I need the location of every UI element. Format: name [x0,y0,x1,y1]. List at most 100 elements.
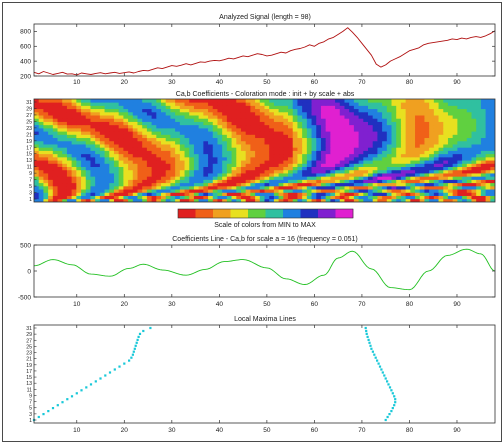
heatmap-cell [66,111,73,116]
heatmap-cell [217,121,223,126]
heatmap-cell [118,195,124,200]
heatmap-cell [335,111,341,116]
heatmap-cell [433,108,439,113]
heatmap-cell [320,185,327,190]
heatmap-cell [320,169,327,174]
heatmap-cell [52,195,58,200]
heatmap-cell [203,124,209,129]
heatmap-cell [466,102,472,106]
heatmap-cell [245,134,251,139]
heatmap-cell [344,169,350,174]
heatmap-cell [344,102,350,106]
heatmap-cell [372,169,378,174]
heatmap-cell [113,118,120,122]
heatmap-cell [490,156,495,161]
heatmap-cell [226,115,232,119]
heatmap-cell [349,121,355,126]
heatmap-cell [250,160,256,164]
heatmap-cell [443,111,449,116]
heatmap-cell [222,118,228,122]
heatmap-cell [236,99,242,103]
maxima-ytick-label: 31 [26,326,32,332]
heatmap-cell [250,185,256,190]
heatmap-cell [95,134,101,139]
heatmap-cell [273,115,280,119]
heatmap-cell [391,189,397,193]
heatmap-cell [297,169,303,174]
heatmap-cell [142,179,148,184]
heatmap-cell [297,176,303,180]
heatmap-cell [170,111,176,116]
heatmap-cell [113,102,120,106]
heatmap-cell [349,192,355,196]
heatmap-cell [245,153,251,158]
heatmap-cell [311,182,317,187]
heatmap-cell [189,99,195,103]
heatmap-cell [217,140,223,145]
heatmap-cell [118,160,124,164]
heatmap-cell [76,150,82,155]
heatmap-cell [320,160,327,164]
heatmap-cell [273,179,280,184]
heatmap-cell [38,127,44,132]
heatmap-cell [259,140,265,145]
heatmap-cell [99,166,105,171]
heatmap-cell [137,195,143,200]
heatmap-cell [447,176,454,180]
heatmap-cell [161,182,167,187]
heatmap-cell [52,179,58,184]
maxima-ytick-label: 1 [29,418,32,424]
heatmap-cell [353,176,359,180]
heatmap-cell [240,179,247,184]
heatmap-cell [34,173,40,177]
heatmap-cell [320,111,327,116]
heatmap-cell [353,156,359,161]
heatmap-cell [283,99,289,103]
heatmap-cell [405,198,411,202]
heatmap-cell [363,166,369,171]
heatmap-cell [38,115,44,119]
heatmap-cell [335,185,341,190]
heatmap-cell [476,121,482,126]
heatmap-cell [146,137,152,142]
heatmap-cell [297,134,303,139]
heatmap-cell [264,169,270,174]
heatmap-cell [146,150,152,155]
heatmap-cell [222,198,228,202]
heatmap-cell [85,140,91,145]
heatmap-cell [151,137,157,142]
heatmap-cell [386,189,392,193]
heatmap-cell [236,121,242,126]
heatmap-cell [175,185,181,190]
heatmap-cell [43,156,49,161]
heatmap-cell [259,124,265,129]
heatmap-cell [123,176,129,180]
heatmap-cell [339,153,345,158]
heatmap-cell [330,102,336,106]
heatmap-cell [485,195,491,200]
heatmap-cell [34,198,40,202]
heatmap-cell [132,99,138,103]
heatmap-cell [226,105,232,110]
heatmap-cell [245,150,251,155]
heatmap-cell [316,198,322,202]
maxima-point [99,377,102,380]
heatmap-cell [335,153,341,158]
heatmap-cell [208,189,214,193]
heatmap-cell [438,153,444,158]
heatmap-cell [367,192,374,196]
heatmap-cell [43,192,49,196]
heatmap-cell [297,118,303,122]
maxima-ytick-label: 7 [29,400,32,406]
heatmap-cell [189,195,195,200]
heatmap-cell [203,140,209,145]
heatmap-cell [245,156,251,161]
heatmap-cell [330,153,336,158]
heatmap-cell [240,118,247,122]
heatmap-cell [330,156,336,161]
heatmap-cell [198,166,204,171]
heatmap-cell [462,137,468,142]
heatmap-cell [386,179,392,184]
heatmap-cell [443,185,449,190]
heatmap-cell [48,147,54,151]
